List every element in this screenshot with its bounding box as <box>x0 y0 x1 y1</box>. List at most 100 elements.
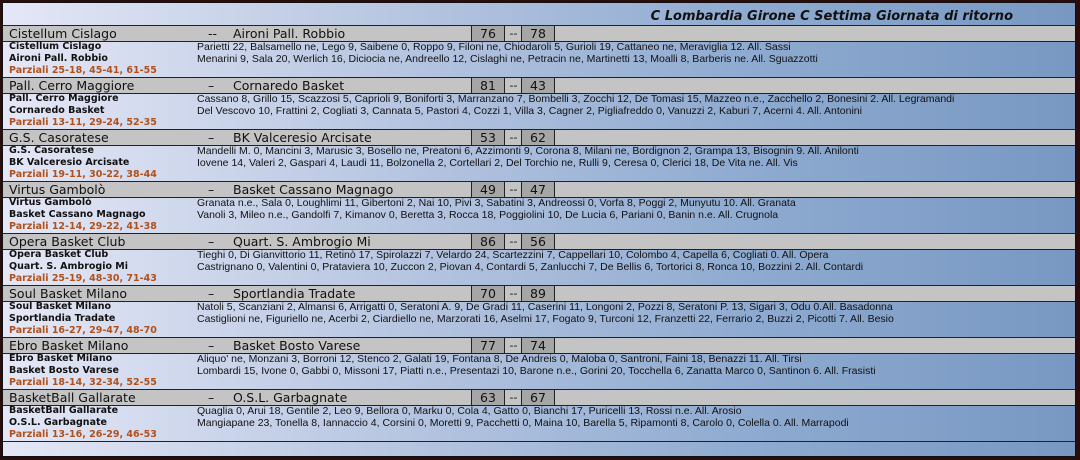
home-players: Cassano 8, Grillo 15, Scazzosi 5, Caprio… <box>197 93 955 105</box>
game-header: Cistellum Cislago -- Aironi Pall. Robbio… <box>3 25 1075 42</box>
score-separator: -- <box>509 131 518 144</box>
game-header: Virtus Gambolò – Basket Cassano Magnago … <box>3 181 1075 198</box>
partials: Parziali 19-11, 30-22, 38-44 <box>9 169 157 180</box>
partials: Parziali 13-16, 26-29, 46-53 <box>9 429 157 440</box>
home-team: Ebro Basket Milano <box>9 338 129 353</box>
vs-separator: – <box>208 182 215 197</box>
game-header: Pall. Cerro Maggiore – Cornaredo Basket … <box>3 77 1075 94</box>
home-team: Cistellum Cislago <box>9 26 117 41</box>
home-team: Opera Basket Club <box>9 234 126 249</box>
game-block: G.S. Casoratese – BK Valceresio Arcisate… <box>3 129 1075 181</box>
score-separator: -- <box>509 287 518 300</box>
away-players: Del Vescovo 10, Frattini 2, Cogliati 3, … <box>197 105 862 117</box>
partials: Parziali 16-27, 29-47, 48-70 <box>9 325 157 336</box>
away-score: 47 <box>521 182 555 197</box>
away-score: 78 <box>521 26 555 41</box>
home-players: Tieghi 0, Di Gianvittorio 11, Retinò 17,… <box>197 249 829 261</box>
home-team: BasketBall Gallarate <box>9 390 136 405</box>
home-team-label: Ebro Basket Milano <box>9 353 113 364</box>
home-team-label: Cistellum Cislago <box>9 41 102 52</box>
vs-separator: – <box>208 286 215 301</box>
away-team: Sportlandia Tradate <box>233 286 356 301</box>
away-players: Menarini 9, Sala 20, Werlich 16, Dicioci… <box>197 53 818 65</box>
home-score: 63 <box>471 390 505 405</box>
away-players: Vanoli 3, Mileo n.e., Gandolfi 7, Kimano… <box>197 209 779 221</box>
away-players: Iovene 14, Valeri 2, Gaspari 4, Laudi 11… <box>197 157 798 169</box>
game-block: Ebro Basket Milano – Basket Bosto Varese… <box>3 337 1075 389</box>
score-separator: -- <box>509 27 518 40</box>
home-players: Mandelli M. 0, Mancini 3, Marusic 3, Bos… <box>197 145 859 157</box>
away-players: Lombardi 15, Ivone 0, Gabbi 0, Missoni 1… <box>197 365 876 377</box>
away-score: 67 <box>521 390 555 405</box>
home-players: Parietti 22, Balsamello ne, Lego 9, Saib… <box>197 41 791 53</box>
page-title: C Lombardia Girone C Settima Giornata di… <box>650 9 1013 24</box>
away-team-label: Aironi Pall. Robbio <box>9 53 108 64</box>
vs-separator: -- <box>208 26 218 41</box>
away-score: 43 <box>521 78 555 93</box>
home-score: 77 <box>471 338 505 353</box>
home-players: Quaglia 0, Arui 18, Gentile 2, Leo 9, Be… <box>197 405 742 417</box>
partials: Parziali 25-18, 45-41, 61-55 <box>9 65 157 76</box>
score-separator: -- <box>509 339 518 352</box>
home-team-label: Virtus Gambolò <box>9 197 92 208</box>
vs-separator: – <box>208 390 215 405</box>
partials: Parziali 12-14, 29-22, 41-38 <box>9 221 157 232</box>
game-block: Soul Basket Milano – Sportlandia Tradate… <box>3 285 1075 337</box>
score-separator: -- <box>509 183 518 196</box>
home-players: Natoli 5, Scanziani 2, Almansi 6, Arriga… <box>197 301 893 313</box>
away-score: 56 <box>521 234 555 249</box>
away-team: BK Valceresio Arcisate <box>233 130 372 145</box>
vs-separator: – <box>208 234 215 249</box>
away-team: Basket Cassano Magnago <box>233 182 394 197</box>
away-team-label: BK Valceresio Arcisate <box>9 157 130 168</box>
away-team: Quart. S. Ambrogio Mi <box>233 234 371 249</box>
home-players: Aliquo' ne, Monzani 3, Borroni 12, Stenc… <box>197 353 802 365</box>
home-team: Pall. Cerro Maggiore <box>9 78 135 93</box>
partials: Parziali 18-14, 32-34, 52-55 <box>9 377 157 388</box>
table-divider <box>3 441 1075 442</box>
away-team: Aironi Pall. Robbio <box>233 26 346 41</box>
game-header: BasketBall Gallarate – O.S.L. Garbagnate… <box>3 389 1075 406</box>
home-team-label: BasketBall Gallarate <box>9 405 119 416</box>
away-team-label: Quart. S. Ambrogio Mi <box>9 261 129 272</box>
home-score: 53 <box>471 130 505 145</box>
home-team: Soul Basket Milano <box>9 286 128 301</box>
home-score: 70 <box>471 286 505 301</box>
home-players: Granata n.e., Sala 0, Loughlimi 11, Gibe… <box>197 197 796 209</box>
score-separator: -- <box>509 79 518 92</box>
away-team: Cornaredo Basket <box>233 78 345 93</box>
score-separator: -- <box>509 235 518 248</box>
partials: Parziali 13-11, 29-24, 52-35 <box>9 117 157 128</box>
away-team-label: Cornaredo Basket <box>9 105 105 116</box>
game-header: Ebro Basket Milano – Basket Bosto Varese… <box>3 337 1075 354</box>
partials: Parziali 25-19, 48-30, 71-43 <box>9 273 157 284</box>
game-header: G.S. Casoratese – BK Valceresio Arcisate… <box>3 129 1075 146</box>
home-score: 81 <box>471 78 505 93</box>
score-separator: -- <box>509 391 518 404</box>
away-team-label: Basket Cassano Magnago <box>9 209 146 220</box>
away-team-label: Basket Bosto Varese <box>9 365 119 376</box>
away-team-label: O.S.L. Garbagnate <box>9 417 107 428</box>
home-team-label: G.S. Casoratese <box>9 145 94 156</box>
game-block: Pall. Cerro Maggiore – Cornaredo Basket … <box>3 77 1075 129</box>
away-team: O.S.L. Garbagnate <box>233 390 348 405</box>
home-score: 76 <box>471 26 505 41</box>
game-block: Cistellum Cislago -- Aironi Pall. Robbio… <box>3 25 1075 77</box>
away-score: 62 <box>521 130 555 145</box>
game-header: Soul Basket Milano – Sportlandia Tradate… <box>3 285 1075 302</box>
game-block: Opera Basket Club – Quart. S. Ambrogio M… <box>3 233 1075 285</box>
away-players: Mangiapane 23, Tonella 8, Iannaccio 4, C… <box>197 417 849 429</box>
home-score: 86 <box>471 234 505 249</box>
vs-separator: – <box>208 78 215 93</box>
game-block: Virtus Gambolò – Basket Cassano Magnago … <box>3 181 1075 233</box>
away-players: Castiglioni ne, Figuriello ne, Acerbi 2,… <box>197 313 894 325</box>
home-team: Virtus Gambolò <box>9 182 106 197</box>
home-score: 49 <box>471 182 505 197</box>
away-score: 89 <box>521 286 555 301</box>
away-team: Basket Bosto Varese <box>233 338 361 353</box>
home-team-label: Soul Basket Milano <box>9 301 112 312</box>
home-team-label: Pall. Cerro Maggiore <box>9 93 119 104</box>
away-score: 74 <box>521 338 555 353</box>
vs-separator: – <box>208 130 215 145</box>
